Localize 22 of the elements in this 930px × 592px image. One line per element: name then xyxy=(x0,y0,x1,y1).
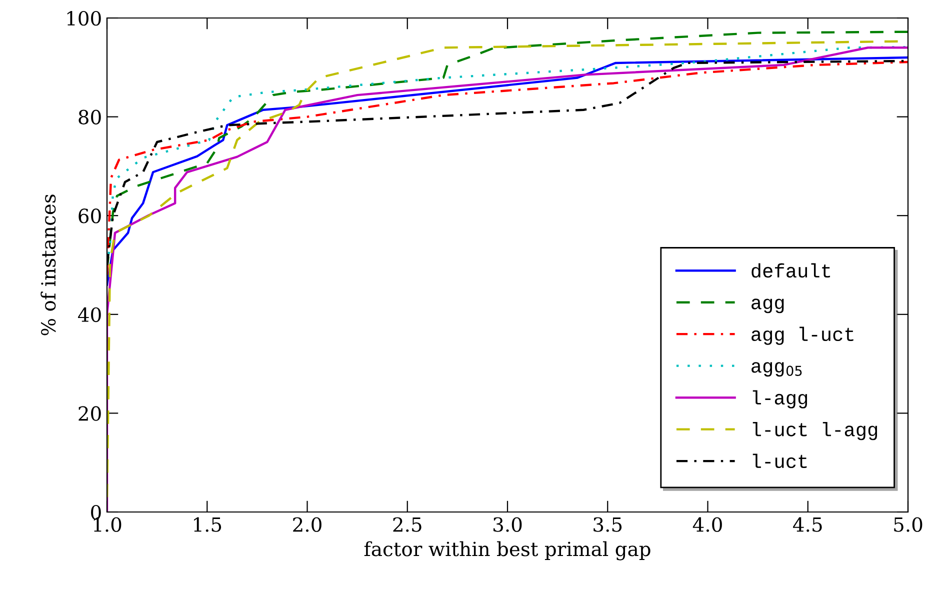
y-axis-title: % of instances xyxy=(40,194,56,336)
x-tick-label: 4.0 xyxy=(692,517,722,532)
y-tick-label: 100 xyxy=(67,10,101,26)
x-tick-label: 1.5 xyxy=(194,517,222,532)
y-tick-label: 20 xyxy=(78,406,101,421)
legend-label: l-agg xyxy=(752,390,808,408)
legend-label: agg$_{05}$ xyxy=(752,362,802,377)
y-tick-label: 80 xyxy=(78,110,101,124)
x-tick-label: 2.5 xyxy=(393,517,422,532)
legend-label: default xyxy=(752,263,830,278)
y-tick-label: 40 xyxy=(78,307,101,322)
legend-label: l-uct l-agg xyxy=(752,422,878,440)
x-tick-label: 3.5 xyxy=(594,517,622,532)
x-axis-title: factor within best primal gap xyxy=(364,541,650,560)
legend-label: agg xyxy=(752,298,784,314)
legend-label: l-uct xyxy=(752,454,807,468)
x-tick-label: 3.0 xyxy=(494,517,522,532)
x-tick-label: 5.0 xyxy=(894,517,922,532)
y-tick-label: 60 xyxy=(78,208,101,224)
x-tick-label: 4.5 xyxy=(793,517,822,532)
legend-label: agg l-uct xyxy=(752,326,854,345)
x-tick-label: 2.0 xyxy=(293,517,322,532)
